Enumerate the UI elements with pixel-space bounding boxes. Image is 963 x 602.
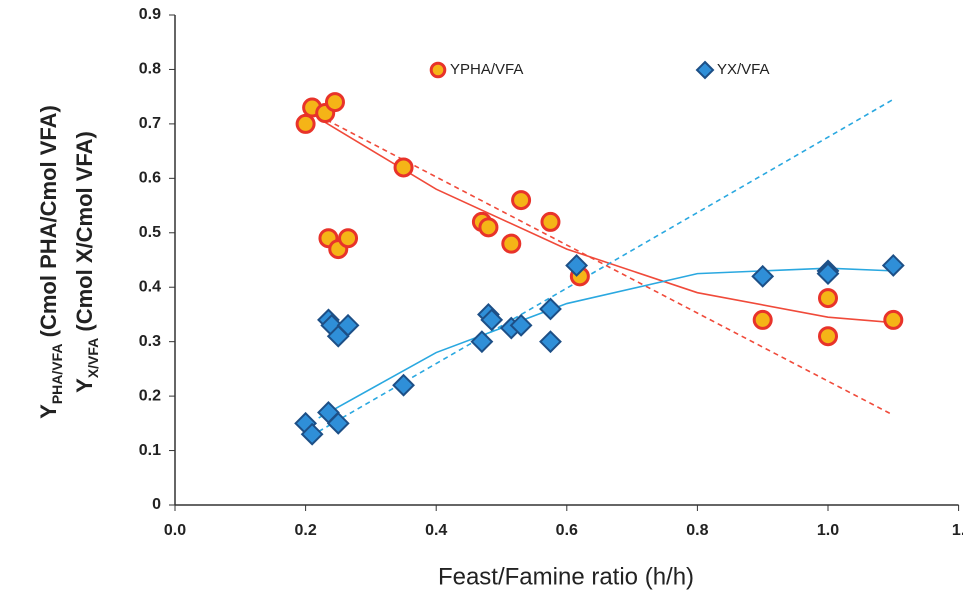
- circle-marker: [511, 190, 532, 211]
- y-tick-label: 0: [152, 496, 161, 513]
- legend-label: YPHA/VFA: [450, 61, 523, 78]
- diamond-marker: [539, 297, 562, 321]
- circle-marker: [752, 309, 773, 330]
- y-tick-label: 0.2: [139, 387, 161, 404]
- legend-marker: [429, 61, 447, 79]
- circle-marker: [393, 157, 414, 178]
- y-tick-label: 0.6: [139, 170, 161, 187]
- y-tick-label: 0.3: [139, 333, 161, 350]
- x-tick-label: 0.0: [164, 522, 186, 539]
- circle-marker: [818, 288, 838, 309]
- x-tick-label: 1.0: [817, 522, 839, 539]
- x-tick-label: 1.: [952, 522, 963, 539]
- legend-label: YX/VFA: [717, 61, 770, 78]
- y-axis-title-part: (Cmol PHA/Cmol VFA): [36, 105, 61, 343]
- x-tick-label: 0.6: [556, 522, 578, 539]
- diamond-marker: [336, 313, 360, 337]
- x-tick-label: 0.2: [294, 522, 316, 539]
- circle-marker: [324, 92, 345, 113]
- y-axis-title-part: (Cmol X/Cmol VFA): [72, 131, 97, 338]
- diamond-marker: [326, 411, 350, 435]
- circle-marker: [818, 326, 838, 347]
- y-tick-label: 0.7: [139, 115, 161, 132]
- x-tick-label: 0.8: [686, 522, 708, 539]
- y-axis-title-part: Y: [72, 378, 97, 393]
- circle-marker: [478, 217, 499, 238]
- diamond-marker: [816, 262, 840, 286]
- circle-marker: [540, 211, 561, 232]
- circle-marker: [338, 228, 359, 249]
- y-axis-title-part: Y: [36, 404, 61, 419]
- x-tick-label: 0.4: [425, 522, 447, 539]
- diamond-marker: [565, 254, 589, 277]
- x-axis-title: Feast/Famine ratio (h/h): [438, 563, 694, 590]
- y-tick-label: 0.4: [139, 278, 161, 295]
- trendline: [318, 98, 894, 433]
- y-tick-label: 0.8: [139, 61, 161, 78]
- diamond-marker: [392, 373, 415, 397]
- diamond-marker: [300, 422, 324, 446]
- diamond-marker: [470, 330, 494, 354]
- diamond-marker: [480, 308, 504, 332]
- y-axis-title-part: PHA/VFA: [49, 343, 65, 404]
- legend-marker: [695, 60, 715, 80]
- diamond-marker: [539, 330, 562, 354]
- y-axis-title: YPHA/VFA (Cmol PHA/Cmol VFA): [36, 105, 65, 419]
- circle-marker: [295, 113, 316, 134]
- trendline: [318, 117, 894, 324]
- circle-marker: [501, 233, 522, 254]
- circle-marker: [883, 309, 904, 330]
- y-tick-label: 0.9: [139, 6, 161, 23]
- diamond-marker: [881, 254, 905, 277]
- y-tick-label: 0.5: [139, 224, 161, 241]
- y-tick-label: 0.1: [139, 442, 161, 459]
- y-axis-title-part: X/VFA: [85, 338, 101, 378]
- diamond-marker: [509, 313, 533, 337]
- trendline: [318, 267, 894, 419]
- y-axis-title: YX/VFA (Cmol X/Cmol VFA): [72, 131, 101, 393]
- diamond-marker: [751, 264, 775, 288]
